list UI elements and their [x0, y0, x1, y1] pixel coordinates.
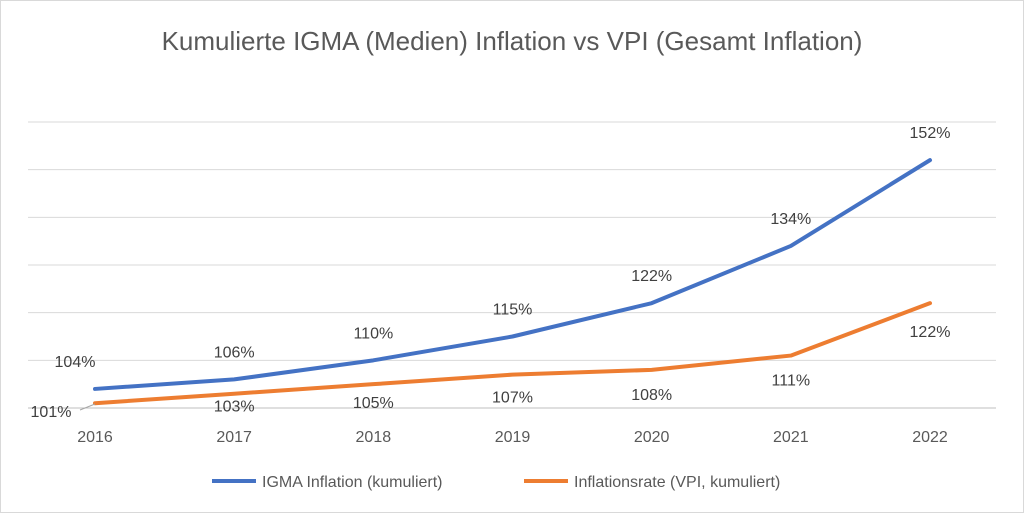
legend-label-2: Inflationsrate (VPI, kumuliert) — [574, 474, 780, 491]
x-tick-label: 2016 — [77, 429, 113, 446]
data-label: 122% — [631, 268, 672, 285]
gridlines — [28, 121, 996, 409]
data-label: 134% — [770, 211, 811, 228]
data-label: 115% — [493, 302, 533, 319]
series-line-1 — [93, 158, 932, 391]
x-tick-label: 2017 — [216, 429, 252, 446]
data-label: 107% — [492, 390, 533, 407]
data-label: 106% — [214, 344, 255, 361]
data-label: 110% — [353, 325, 393, 342]
data-label: 152% — [910, 125, 951, 142]
legend-label-1: IGMA Inflation (kumuliert) — [262, 474, 443, 491]
x-tick-label: 2019 — [495, 429, 531, 446]
data-label: 103% — [214, 399, 255, 416]
chart-title: Kumulierte IGMA (Medien) Inflation vs VP… — [162, 26, 863, 56]
x-tick-label: 2018 — [356, 429, 392, 446]
data-label: 111% — [772, 373, 811, 390]
x-axis-ticks: 2016 2017 2018 2019 2020 2021 2022 — [77, 429, 948, 446]
data-label: 122% — [910, 324, 951, 341]
x-tick-label: 2022 — [912, 429, 948, 446]
data-label: 105% — [353, 395, 394, 412]
data-label: 108% — [631, 387, 672, 404]
legend: IGMA Inflation (kumuliert) Inflationsrate… — [212, 474, 780, 491]
x-tick-label: 2021 — [773, 429, 809, 446]
data-labels: 104% 106% 110% 115% 122% 134% 152% 101% 103% 105%… — [31, 125, 951, 421]
label-leader-line — [79, 403, 96, 411]
series-lines — [79, 158, 932, 411]
data-label: 101% — [31, 404, 72, 421]
x-tick-label: 2020 — [634, 429, 670, 446]
data-label: 104% — [55, 354, 96, 371]
series-line-2 — [93, 301, 932, 406]
